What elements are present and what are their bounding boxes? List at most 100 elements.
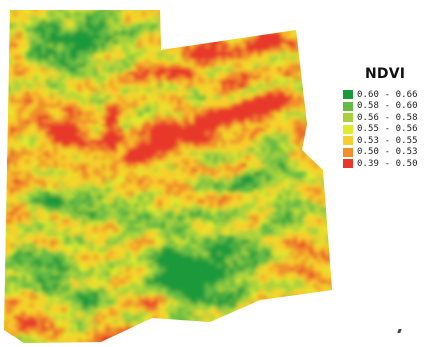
- ndvi-cell: [165, 47, 171, 53]
- ndvi-cell: [317, 207, 323, 213]
- ndvi-cell: [4, 79, 7, 85]
- ndvi-cell: [109, 83, 115, 89]
- ndvi-cell: [61, 127, 67, 133]
- ndvi-cell: [293, 135, 299, 141]
- ndvi-cell: [29, 247, 35, 253]
- ndvi-cell: [21, 279, 27, 285]
- ndvi-cell: [225, 35, 231, 41]
- ndvi-cell: [157, 11, 163, 17]
- ndvi-cell: [209, 91, 215, 97]
- ndvi-cell: [201, 183, 207, 189]
- ndvi-cell: [165, 199, 171, 205]
- ndvi-cell: [25, 255, 31, 261]
- ndvi-cell: [17, 143, 23, 149]
- ndvi-cell: [329, 71, 332, 77]
- ndvi-cell: [165, 111, 171, 117]
- ndvi-cell: [105, 99, 111, 105]
- ndvi-cell: [17, 295, 23, 301]
- ndvi-cell: [157, 135, 163, 141]
- ndvi-cell: [253, 67, 259, 73]
- ndvi-cell: [197, 259, 203, 265]
- ndvi-cell: [217, 111, 223, 117]
- ndvi-cell: [193, 195, 199, 201]
- ndvi-cell: [69, 51, 75, 57]
- ndvi-cell: [305, 271, 311, 277]
- ndvi-cell: [97, 27, 103, 33]
- ndvi-cell: [9, 303, 15, 309]
- ndvi-cell: [145, 199, 151, 205]
- ndvi-cell: [109, 155, 115, 161]
- ndvi-cell: [133, 111, 139, 117]
- ndvi-cell: [257, 227, 263, 233]
- ndvi-cell: [105, 11, 111, 17]
- ndvi-cell: [145, 131, 151, 137]
- ndvi-cell: [97, 91, 103, 97]
- ndvi-cell: [265, 79, 271, 85]
- ndvi-cell: [317, 299, 323, 305]
- ndvi-cell: [145, 263, 151, 269]
- ndvi-cell: [21, 43, 27, 49]
- ndvi-cell: [181, 107, 187, 113]
- ndvi-cell: [13, 279, 19, 285]
- ndvi-cell: [225, 215, 231, 221]
- ndvi-cell: [245, 203, 251, 209]
- ndvi-cell: [109, 31, 115, 37]
- ndvi-cell: [333, 271, 338, 276]
- ndvi-cell: [221, 255, 227, 261]
- ndvi-cell: [105, 10, 111, 13]
- ndvi-cell: [217, 151, 223, 157]
- ndvi-cell: [53, 43, 59, 49]
- ndvi-cell: [33, 175, 39, 181]
- ndvi-cell: [65, 275, 71, 281]
- ndvi-cell: [121, 115, 127, 121]
- ndvi-cell: [101, 63, 107, 69]
- ndvi-cell: [209, 55, 215, 61]
- ndvi-cell: [305, 299, 311, 305]
- ndvi-cell: [113, 203, 119, 209]
- ndvi-cell: [81, 71, 87, 77]
- ndvi-cell: [229, 299, 235, 305]
- ndvi-cell: [293, 87, 299, 93]
- ndvi-cell: [161, 171, 167, 177]
- ndvi-cell: [209, 143, 215, 149]
- ndvi-cell: [161, 71, 167, 77]
- ndvi-cell: [177, 187, 183, 193]
- ndvi-cell: [85, 279, 91, 285]
- ndvi-cell: [213, 171, 219, 177]
- ndvi-cell: [241, 135, 247, 141]
- ndvi-cell: [289, 155, 295, 161]
- ndvi-cell: [333, 203, 338, 208]
- ndvi-cell: [257, 155, 263, 161]
- ndvi-cell: [285, 123, 291, 129]
- ndvi-cell: [277, 11, 283, 17]
- ndvi-cell: [57, 127, 63, 133]
- ndvi-cell: [41, 251, 47, 257]
- ndvi-cell: [213, 231, 219, 237]
- ndvi-cell: [245, 291, 251, 297]
- ndvi-cell: [85, 187, 91, 193]
- ndvi-cell: [13, 183, 19, 189]
- ndvi-cell: [213, 139, 219, 145]
- ndvi-cell: [217, 287, 223, 293]
- ndvi-cell: [241, 255, 247, 261]
- ndvi-cell: [97, 231, 103, 237]
- ndvi-cell: [53, 159, 59, 165]
- ndvi-cell: [53, 259, 59, 265]
- ndvi-cell: [169, 147, 175, 153]
- ndvi-cell: [177, 295, 183, 301]
- ndvi-cell: [85, 119, 91, 125]
- ndvi-cell: [73, 155, 79, 161]
- ndvi-cell: [53, 71, 59, 77]
- ndvi-cell: [85, 235, 91, 241]
- ndvi-cell: [269, 227, 275, 233]
- ndvi-cell: [293, 159, 299, 165]
- ndvi-cell: [313, 179, 319, 185]
- ndvi-cell: [253, 195, 259, 201]
- ndvi-cell: [73, 67, 79, 73]
- ndvi-cell: [233, 31, 239, 37]
- ndvi-cell: [225, 211, 231, 217]
- ndvi-cell: [249, 127, 255, 133]
- ndvi-cell: [149, 123, 155, 129]
- ndvi-cell: [149, 303, 155, 309]
- ndvi-cell: [121, 295, 127, 301]
